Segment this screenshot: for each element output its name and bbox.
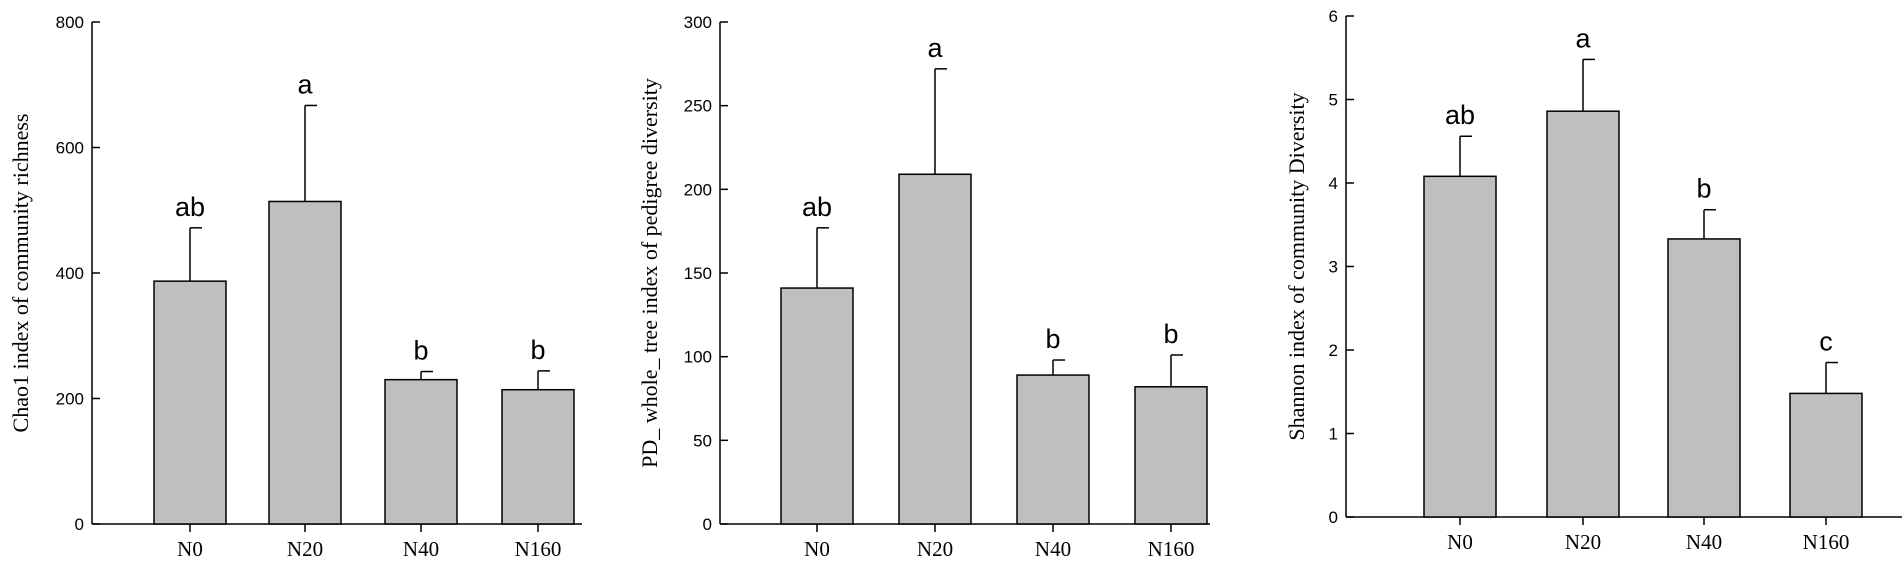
y-tick-label: 250 bbox=[684, 97, 712, 116]
y-tick-label: 5 bbox=[1329, 91, 1338, 110]
bar-n40 bbox=[1016, 374, 1090, 525]
y-tick-label: 1 bbox=[1329, 425, 1338, 444]
bar-n160 bbox=[1134, 386, 1208, 525]
x-tick-label: N40 bbox=[403, 537, 439, 561]
y-axis-title: Shannon index of community Diversity bbox=[1284, 92, 1309, 440]
y-tick-label: 2 bbox=[1329, 341, 1338, 360]
bar-n20 bbox=[1546, 110, 1620, 518]
y-tick-label: 400 bbox=[56, 264, 84, 283]
y-tick-label: 200 bbox=[56, 390, 84, 409]
y-tick-label: 0 bbox=[1329, 508, 1338, 527]
significance-label: b bbox=[1045, 324, 1060, 354]
y-tick-label: 100 bbox=[684, 348, 712, 367]
significance-label: b bbox=[413, 336, 428, 366]
y-tick-label: 0 bbox=[75, 515, 84, 534]
significance-label: b bbox=[530, 335, 545, 365]
x-tick-label: N160 bbox=[1148, 537, 1195, 561]
significance-label: b bbox=[1163, 319, 1178, 349]
y-axis-title: PD_ whole_ tree index of pedigree divers… bbox=[637, 78, 662, 468]
x-tick-label: N40 bbox=[1686, 530, 1722, 554]
y-tick-label: 800 bbox=[56, 13, 84, 32]
x-tick-label: N20 bbox=[287, 537, 323, 561]
y-tick-label: 300 bbox=[684, 13, 712, 32]
significance-label: c bbox=[1819, 327, 1833, 357]
y-tick-label: 0 bbox=[703, 515, 712, 534]
y-tick-label: 200 bbox=[684, 180, 712, 199]
bar-n40 bbox=[384, 378, 458, 525]
bar-n160 bbox=[501, 388, 575, 525]
bar-n0 bbox=[1423, 175, 1497, 518]
x-tick-label: N0 bbox=[1447, 530, 1473, 554]
chart-panel-pd-whole-tree: 0 50 100 150 200 250 300 PD_ whole_ tree index … bbox=[637, 13, 1210, 561]
bar-n40 bbox=[1667, 238, 1741, 518]
bar-n20 bbox=[268, 200, 342, 525]
chart-panel-chao1: 0 200 400 600 800 Chao1 index of community ri… bbox=[8, 13, 582, 561]
y-axis-title: Chao1 index of community richness bbox=[8, 114, 33, 433]
significance-label: ab bbox=[175, 192, 205, 222]
significance-label: ab bbox=[1445, 100, 1475, 130]
y-tick-label: 3 bbox=[1329, 258, 1338, 277]
bar-n0 bbox=[780, 287, 854, 525]
y-tick-label: 6 bbox=[1329, 7, 1338, 26]
x-tick-label: N0 bbox=[804, 537, 830, 561]
significance-label: b bbox=[1696, 174, 1711, 204]
bar-n0 bbox=[153, 280, 227, 525]
x-tick-label: N160 bbox=[1803, 530, 1850, 554]
chart-panel-shannon: 0 1 2 3 4 5 6 Shannon index of community Divers… bbox=[1284, 7, 1902, 554]
significance-label: a bbox=[297, 69, 313, 99]
x-tick-label: N20 bbox=[917, 537, 953, 561]
significance-label: a bbox=[927, 33, 943, 63]
significance-label: a bbox=[1575, 23, 1591, 53]
x-tick-label: N20 bbox=[1565, 530, 1601, 554]
y-tick-label: 600 bbox=[56, 139, 84, 158]
bar-n20 bbox=[898, 173, 972, 525]
x-tick-label: N40 bbox=[1035, 537, 1071, 561]
y-tick-label: 50 bbox=[693, 431, 712, 450]
y-tick-label: 4 bbox=[1329, 174, 1338, 193]
x-tick-label: N0 bbox=[177, 537, 203, 561]
bar-n160 bbox=[1789, 392, 1863, 518]
significance-label: ab bbox=[802, 192, 832, 222]
x-tick-label: N160 bbox=[515, 537, 562, 561]
y-tick-label: 150 bbox=[684, 264, 712, 283]
